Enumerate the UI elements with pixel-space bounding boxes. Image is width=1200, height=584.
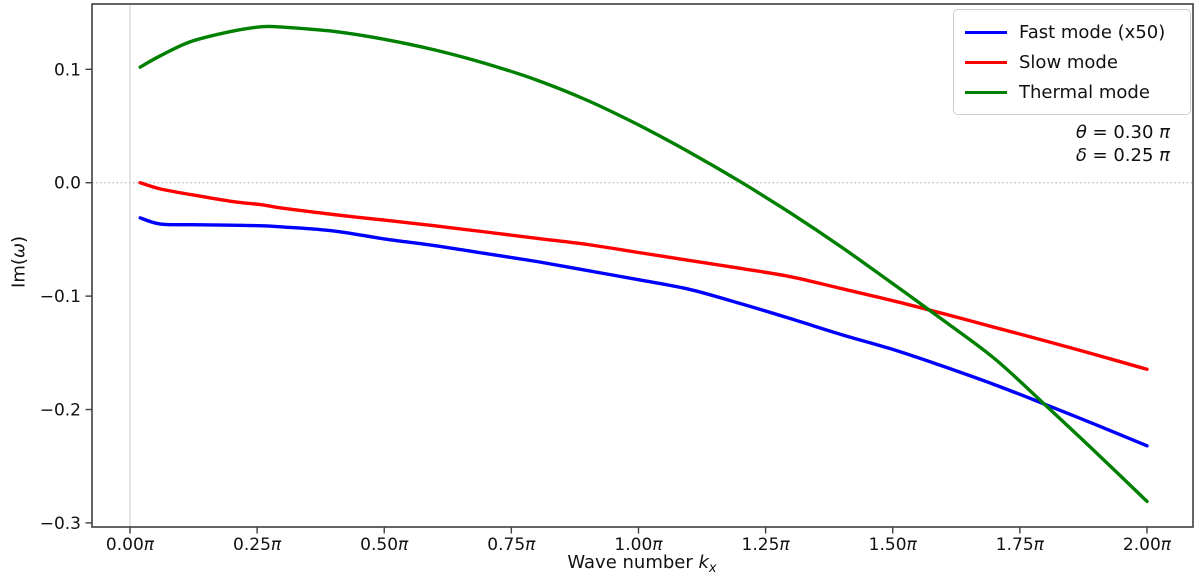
legend-line-swatch (965, 30, 1007, 34)
y-tick-label: 0.1 (54, 60, 81, 80)
x-axis-label: Wave number kx (567, 552, 716, 576)
x-tick-label: 1.50π (869, 535, 918, 555)
k-subscript-x: x (708, 561, 717, 576)
k-symbol: k (698, 552, 709, 573)
legend-item: Thermal mode (965, 77, 1179, 107)
y-axis-label-text: Im( (8, 258, 30, 288)
legend-line-swatch (965, 90, 1007, 94)
x-axis-label-text: Wave number (567, 552, 699, 573)
y-axis-label-close: ) (8, 236, 30, 244)
x-tick-label: 0.50π (360, 535, 409, 555)
y-tick-label: 0.0 (54, 174, 81, 194)
legend-item: Fast mode (x50) (965, 17, 1179, 47)
y-tick-label: −0.1 (40, 287, 81, 307)
x-tick-label: 0.00π (106, 535, 155, 555)
omega-symbol: ω (8, 243, 30, 259)
series-line-thermal-mode (138, 24, 1149, 504)
legend-line-swatch (965, 60, 1007, 64)
x-tick-label: 2.00π (1123, 535, 1172, 555)
x-tick-label: 0.75π (487, 535, 536, 555)
y-tick-label: −0.3 (40, 514, 81, 534)
series-line-fast-mode-x50 (138, 216, 1149, 448)
x-tick-label: 1.75π (996, 535, 1045, 555)
x-tick-label: 1.25π (742, 535, 791, 555)
annotation-line: θ = 0.30 π (1075, 122, 1170, 143)
annotation-line: δ = 0.25 π (1075, 145, 1170, 166)
legend: Fast mode (x50) Slow mode Thermal mode (953, 9, 1191, 115)
legend-item: Slow mode (965, 47, 1179, 77)
series-line-slow-mode (138, 181, 1149, 371)
x-tick-label: 1.00π (614, 535, 663, 555)
y-axis-label: Im(ω) (9, 236, 30, 288)
legend-label: Slow mode (1019, 51, 1118, 73)
y-tick-label: −0.2 (40, 401, 81, 421)
legend-label: Fast mode (x50) (1019, 21, 1166, 43)
axes-box (91, 3, 1194, 528)
x-tick-label: 0.25π (233, 535, 282, 555)
legend-label: Thermal mode (1019, 81, 1150, 103)
